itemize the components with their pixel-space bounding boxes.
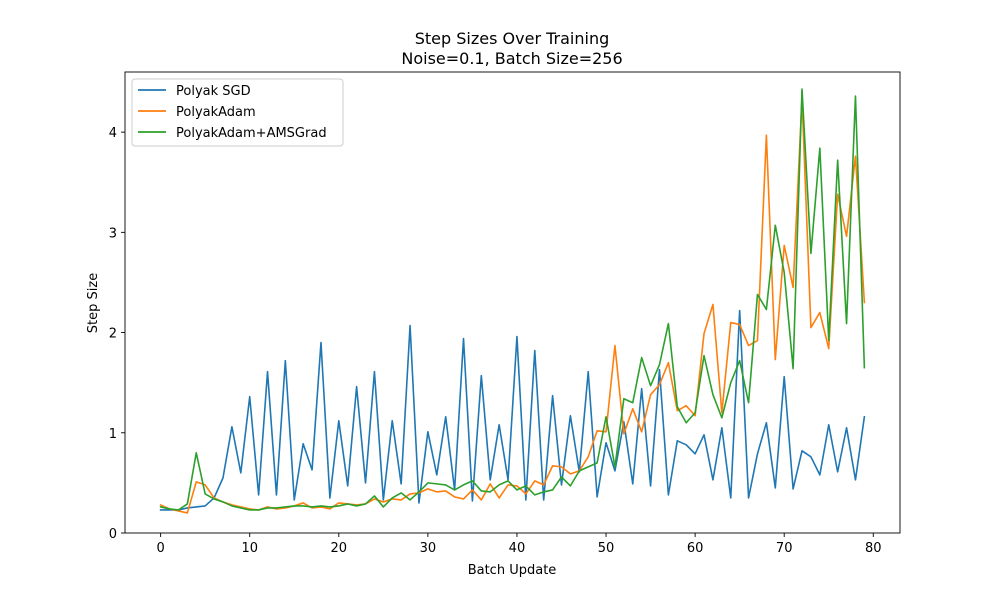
legend-label-2: PolyakAdam	[176, 105, 256, 120]
y-axis-label: Step Size	[86, 273, 101, 333]
x-tick-label: 30	[420, 541, 437, 556]
plot-area: 0 10 20 30 40 50 60 70 80 0 1 2 3 4	[109, 71, 901, 556]
x-tick-label: 50	[598, 541, 615, 556]
y-tick-label: 1	[109, 427, 117, 442]
x-axis-label: Batch Update	[468, 563, 557, 578]
x-tick-label: 80	[865, 541, 882, 556]
x-tick-label: 0	[156, 541, 164, 556]
x-tick-label: 20	[331, 541, 348, 556]
chart-title: Step Sizes Over Training	[415, 29, 609, 48]
x-tick-label: 70	[776, 541, 793, 556]
legend: Polyak SGD PolyakAdam PolyakAdam+AMSGrad	[131, 78, 344, 147]
y-tick-label: 0	[109, 527, 117, 542]
series-line-3	[159, 88, 866, 511]
legend-box	[131, 78, 344, 147]
legend-label-3: PolyakAdam+AMSGrad	[176, 126, 327, 141]
x-tick-label: 60	[687, 541, 704, 556]
y-tick-label: 2	[109, 327, 117, 342]
series-line-1	[159, 309, 866, 511]
chart-subtitle: Noise=0.1, Batch Size=256	[401, 49, 622, 68]
legend-label-1: Polyak SGD	[176, 84, 251, 99]
x-tick-label: 10	[241, 541, 258, 556]
plot-frame	[124, 71, 901, 534]
x-tick-label: 40	[509, 541, 526, 556]
y-tick-label: 3	[109, 226, 117, 241]
y-tick-label: 4	[109, 126, 117, 141]
